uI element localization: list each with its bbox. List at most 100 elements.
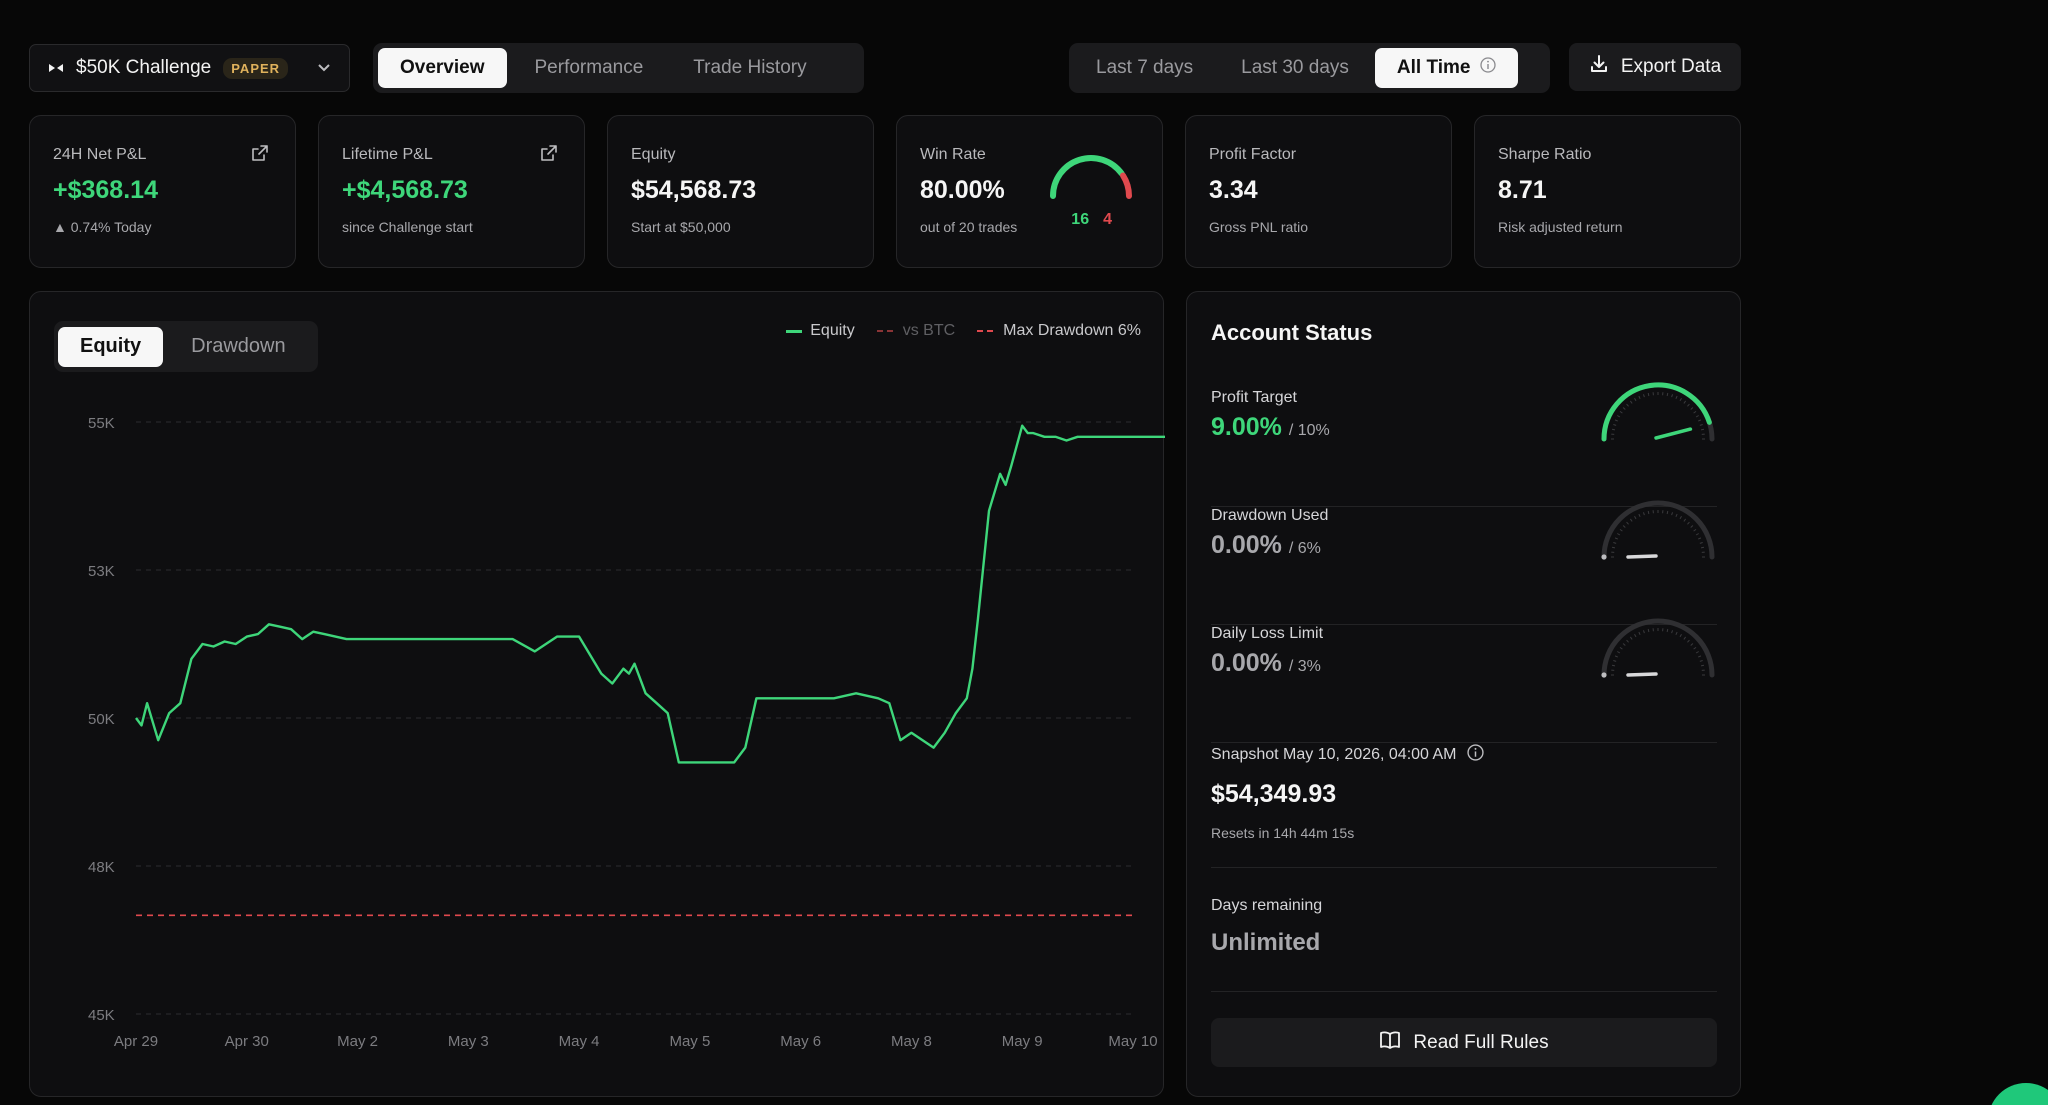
gauge-tick xyxy=(1695,415,1699,418)
gauge-tick xyxy=(1638,631,1641,636)
metric-value-number: 9.00% xyxy=(1211,413,1282,441)
challenge-badge: PAPER xyxy=(223,57,289,79)
metric-value: 9.00% / 10% xyxy=(1211,413,1330,442)
chevron-down-icon xyxy=(317,59,331,77)
gauge-tick xyxy=(1611,428,1616,431)
gauge-tick xyxy=(1611,664,1616,667)
metric-value: 0.00% / 3% xyxy=(1211,649,1321,678)
metric-value-number: 0.00% xyxy=(1211,531,1282,559)
card-value: 3.34 xyxy=(1209,176,1258,204)
legend-swatch xyxy=(977,330,996,332)
y-tick-label: 50K xyxy=(88,711,115,728)
external-link-icon[interactable] xyxy=(539,143,559,168)
x-tick-label: May 6 xyxy=(780,1033,821,1050)
days-remaining-section: Days remaining Unlimited xyxy=(1211,897,1717,992)
tab-all-time[interactable]: All Time xyxy=(1374,48,1519,88)
gauge-tick xyxy=(1671,630,1673,634)
tab-trade-history[interactable]: Trade History xyxy=(693,57,807,78)
gauge-tick xyxy=(1647,628,1650,633)
gauge-tick xyxy=(1634,516,1637,520)
tab-overview[interactable]: Overview xyxy=(378,48,507,88)
gauge-tick xyxy=(1697,537,1702,540)
x-tick-label: May 9 xyxy=(1002,1033,1043,1050)
tab-equity[interactable]: Equity xyxy=(58,326,164,367)
equity-chart: 55K 53K 50K 48K 45K Apr 29 Apr 30 May 2 May 3 May… xyxy=(88,415,1165,1050)
losses-count: 4 xyxy=(1103,211,1112,228)
gauge-tick xyxy=(1647,392,1650,397)
gauge-fill xyxy=(1601,382,1712,442)
gauge-tick xyxy=(1626,403,1629,407)
card-value: +$4,568.73 xyxy=(342,176,468,204)
gauge-tick xyxy=(1629,400,1633,404)
gauge-tick xyxy=(1671,394,1673,398)
gauge-tick xyxy=(1687,639,1690,643)
gauge-tick xyxy=(1617,415,1621,418)
tab-performance[interactable]: Performance xyxy=(534,57,644,78)
external-link-icon[interactable] xyxy=(250,143,270,168)
legend-btc[interactable]: vs BTC xyxy=(876,322,955,340)
gauge-tick xyxy=(1697,419,1702,422)
tab-last-30-days[interactable]: Last 30 days xyxy=(1241,57,1349,78)
info-icon[interactable] xyxy=(1466,744,1484,766)
gauge-tick xyxy=(1693,410,1697,414)
export-data-label: Export Data xyxy=(1620,56,1722,77)
win-rate-gauge xyxy=(1050,155,1132,199)
legend-max-drawdown[interactable]: Max Drawdown 6% xyxy=(977,322,1141,340)
tab-drawdown[interactable]: Drawdown xyxy=(191,335,286,357)
gauge-tick xyxy=(1666,510,1669,515)
gauge-tick xyxy=(1626,521,1629,525)
metric-label: Drawdown Used xyxy=(1211,507,1329,524)
gauge-tick xyxy=(1683,400,1687,404)
card-win-rate: Win Rate 80.00% out of 20 trades 16 4 xyxy=(896,115,1163,268)
card-value: 80.00% xyxy=(920,176,1005,204)
metric-drawdown-used: Drawdown Used 0.00% / 6% xyxy=(1211,500,1717,625)
card-sharpe-ratio: Sharpe Ratio 8.71 Risk adjusted return xyxy=(1474,115,1741,268)
card-label: Win Rate xyxy=(920,146,986,163)
metric-daily-loss-limit: Daily Loss Limit 0.00% / 3% xyxy=(1211,618,1717,743)
win-loss-counts: 16 4 xyxy=(1071,211,1112,229)
card-sub: Risk adjusted return xyxy=(1498,219,1623,235)
gauge-tick xyxy=(1671,512,1673,516)
metric-value-number: 0.00% xyxy=(1211,649,1282,677)
y-tick-label: 48K xyxy=(88,859,115,876)
card-sub: out of 20 trades xyxy=(920,219,1018,235)
read-full-rules-button[interactable]: Read Full Rules xyxy=(1211,1018,1717,1067)
tab-last-7-days[interactable]: Last 7 days xyxy=(1096,57,1194,78)
export-data-button[interactable]: Export Data xyxy=(1569,43,1741,91)
range-tabs: Last 7 days Last 30 days All Time xyxy=(1069,43,1550,93)
gauge-tick xyxy=(1643,394,1645,398)
gauge-tick xyxy=(1693,528,1697,532)
support-chat-button[interactable] xyxy=(1988,1083,2048,1105)
gauge-tick xyxy=(1617,533,1621,536)
y-tick-label: 53K xyxy=(88,563,115,580)
gauge-tick xyxy=(1666,628,1669,633)
card-lifetime-pnl: Lifetime P&L +$4,568.73 since Challenge … xyxy=(318,115,585,268)
gauge-tick xyxy=(1614,537,1619,540)
equity-series-line xyxy=(135,424,1165,764)
card-value: +$368.14 xyxy=(53,176,158,204)
gauge-tick xyxy=(1638,513,1641,518)
card-label: Equity xyxy=(631,146,676,163)
gauge-start-dot xyxy=(1601,672,1607,678)
metric-label: Daily Loss Limit xyxy=(1211,625,1324,642)
gauge-tick xyxy=(1700,664,1705,667)
gauge-tick xyxy=(1700,428,1705,431)
card-net-pnl: 24H Net P&L +$368.14 ▲ 0.74% Today xyxy=(29,115,296,268)
gauge-tick xyxy=(1679,516,1682,520)
metric-value: 0.00% / 6% xyxy=(1211,531,1321,560)
gauge-tick xyxy=(1679,634,1682,638)
gauge-tick xyxy=(1617,651,1621,654)
loss-arc xyxy=(1120,172,1132,199)
legend-swatch xyxy=(876,330,895,332)
challenge-selector[interactable]: $50K Challenge PAPER xyxy=(29,44,350,92)
info-icon xyxy=(1480,57,1497,79)
book-icon xyxy=(1379,1030,1401,1056)
daily-loss-gauge xyxy=(1601,618,1715,678)
legend-equity[interactable]: Equity xyxy=(786,322,855,340)
gauge-tick xyxy=(1690,525,1694,528)
snapshot-amount: $54,349.93 xyxy=(1211,780,1337,808)
gauge-tick xyxy=(1611,546,1616,549)
gauge-tick xyxy=(1687,403,1690,407)
x-tick-label: Apr 29 xyxy=(114,1033,158,1050)
gauge-track xyxy=(1601,500,1715,560)
